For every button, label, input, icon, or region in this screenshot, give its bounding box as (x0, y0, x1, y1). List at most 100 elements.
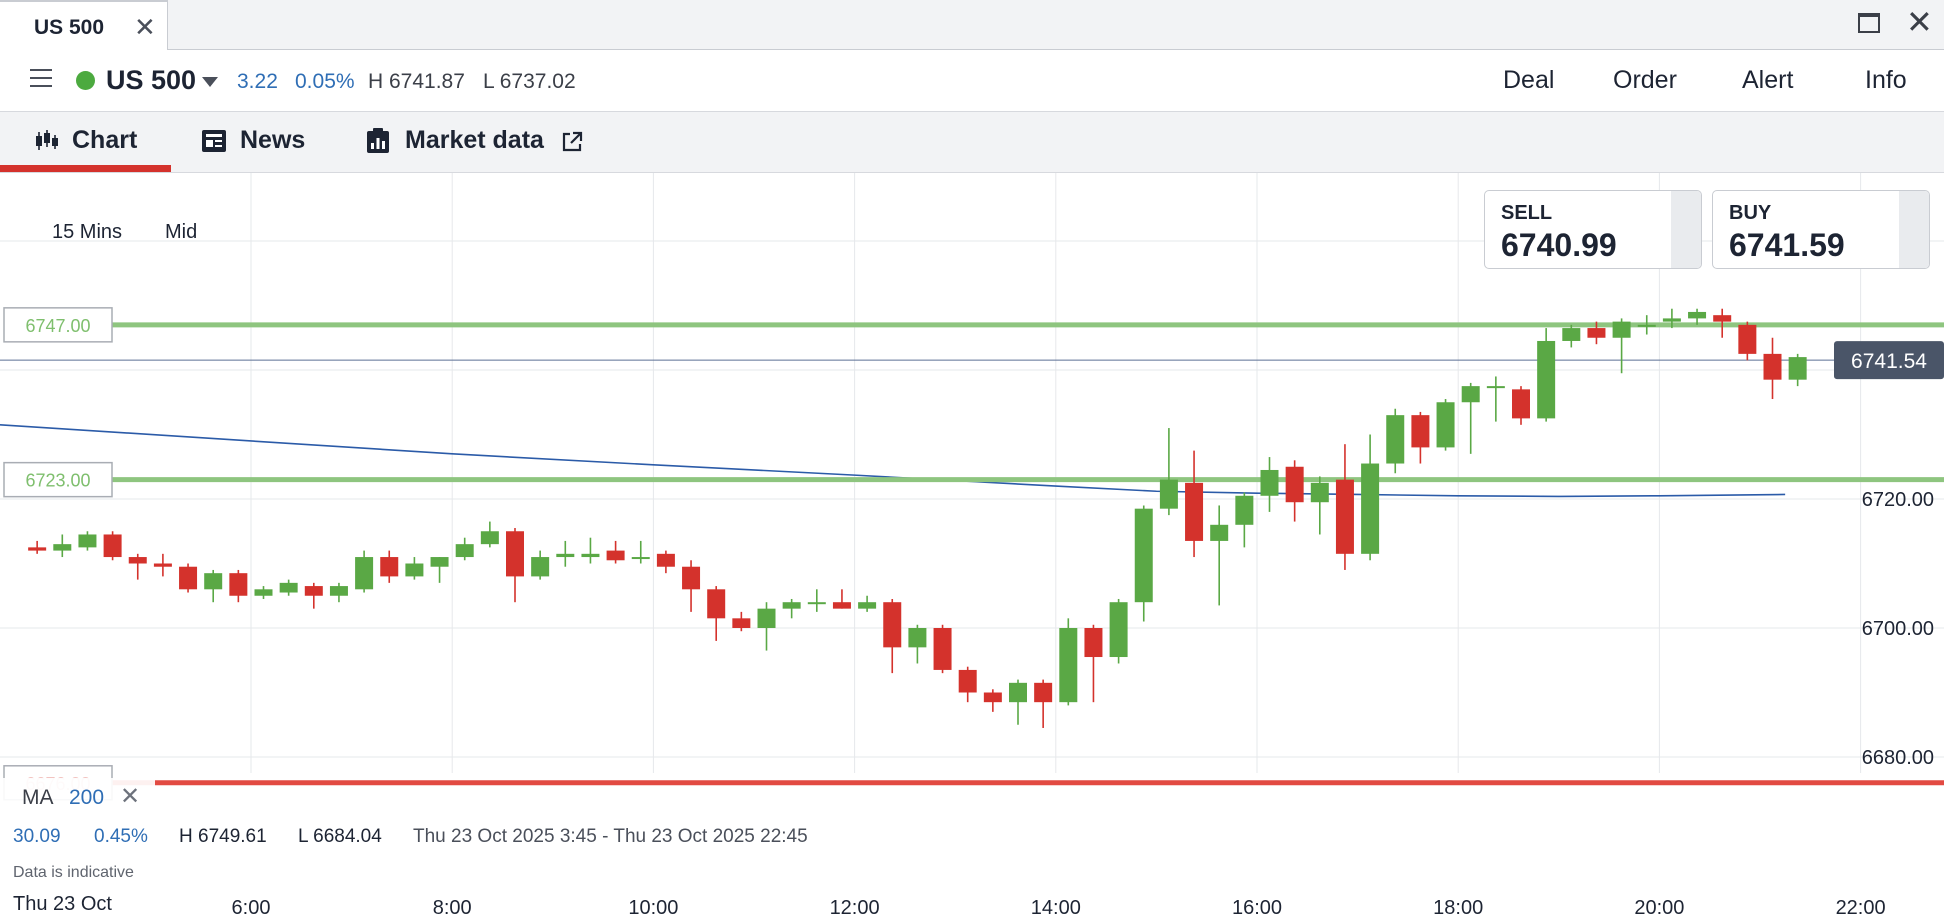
candle (1637, 315, 1656, 335)
candle (405, 557, 424, 580)
alert-button[interactable]: Alert (1742, 66, 1794, 94)
close-icon[interactable]: ✕ (1906, 4, 1933, 40)
market-status-dot (76, 71, 95, 90)
candle (682, 560, 701, 612)
candle (1461, 382, 1480, 454)
candle (153, 553, 172, 577)
candle (1159, 428, 1178, 516)
candle (1386, 408, 1405, 474)
candle-body (405, 563, 424, 577)
y-tick-label: 6700.00 (1862, 618, 1934, 640)
candle-body (556, 553, 575, 558)
candle-body (455, 544, 474, 558)
deal-button[interactable]: Deal (1503, 66, 1555, 94)
price-type-selector[interactable]: Mid (165, 221, 198, 243)
tab-close-icon[interactable]: ✕ (134, 12, 156, 42)
candle (1788, 353, 1807, 387)
instrument-bar: US 500 3.22 0.05% H 6741.87 L 6737.02 De… (0, 51, 1944, 111)
candle-body (1512, 389, 1530, 419)
candle-body (983, 692, 1002, 703)
candle-body (933, 628, 952, 670)
sell-button[interactable]: SELL 6740.99 (1484, 190, 1702, 269)
candle (455, 537, 474, 561)
candle (128, 553, 147, 580)
candle-body (631, 557, 650, 560)
candle (1662, 308, 1681, 329)
candle (1285, 460, 1304, 522)
candle (1612, 318, 1631, 374)
tab-us500[interactable]: US 500 ✕ (0, 0, 168, 50)
candles-layer (28, 308, 1807, 728)
indicator-period[interactable]: 200 (69, 786, 105, 809)
tab-chart[interactable]: Chart (72, 126, 138, 154)
candle (1134, 505, 1153, 622)
candle (380, 550, 399, 583)
candle-body (606, 550, 625, 561)
instrument-change-pct: 0.05% (295, 70, 355, 93)
candle (1260, 457, 1279, 512)
buy-button[interactable]: BUY 6741.59 (1712, 190, 1930, 269)
candle-body (1562, 328, 1581, 341)
candle (355, 550, 374, 593)
instrument-name[interactable]: US 500 (106, 65, 197, 95)
candle (1059, 618, 1078, 706)
candle (1562, 324, 1581, 348)
timeframe-selector[interactable]: 15 Mins (52, 221, 123, 243)
candle (1763, 337, 1782, 400)
data-disclaimer: Data is indicative (13, 864, 134, 881)
candle-body (304, 586, 323, 596)
candle-body (1084, 628, 1103, 658)
level-label: 6723.00 (3, 461, 113, 498)
candle-body (1537, 340, 1556, 419)
candle (1486, 376, 1505, 422)
chevron-down-icon[interactable] (202, 77, 218, 87)
candle (983, 689, 1002, 712)
candle (1335, 444, 1354, 570)
candle-body (153, 563, 172, 567)
level-label-text: 6747.00 (25, 316, 90, 336)
candle (430, 557, 449, 583)
candle (606, 540, 625, 564)
external-link-icon[interactable] (561, 131, 583, 153)
candle (883, 598, 902, 674)
candle-body (1159, 479, 1178, 509)
candle (1109, 598, 1128, 664)
candle-body (128, 557, 147, 564)
remove-indicator-icon[interactable]: ✕ (120, 783, 141, 810)
info-button[interactable]: Info (1865, 66, 1907, 94)
candle (1235, 492, 1254, 548)
candle-body (883, 602, 902, 648)
period-low: L 6684.04 (298, 826, 382, 847)
candle (53, 534, 72, 558)
candle (807, 589, 826, 612)
candle-body (707, 589, 726, 619)
candle-body (480, 531, 499, 545)
candle (254, 586, 273, 599)
candle-body (1386, 415, 1405, 464)
candle-body (1763, 353, 1782, 380)
tab-news[interactable]: News (240, 126, 306, 154)
order-button[interactable]: Order (1613, 66, 1677, 94)
maximize-icon[interactable] (1858, 13, 1880, 33)
candle (1210, 505, 1229, 606)
candle-body (958, 669, 977, 693)
sell-label: SELL (1501, 202, 1553, 224)
candle (1009, 679, 1027, 725)
buy-button-strip (1899, 191, 1929, 268)
candle-body (1210, 524, 1229, 541)
sell-price: 6740.99 (1501, 227, 1617, 263)
candle (1512, 386, 1530, 425)
candle (1185, 450, 1204, 558)
candle-body (506, 531, 524, 577)
y-axis: 6720.00 6700.00 6680.00 6741.54 (1834, 341, 1944, 769)
newspaper-icon (202, 130, 226, 152)
candle-body (908, 628, 927, 648)
tab-title: US 500 (34, 16, 105, 39)
candle (480, 521, 499, 548)
candle (732, 611, 751, 632)
tab-market-data[interactable]: Market data (405, 126, 544, 154)
hamburger-menu-icon[interactable] (30, 69, 52, 87)
